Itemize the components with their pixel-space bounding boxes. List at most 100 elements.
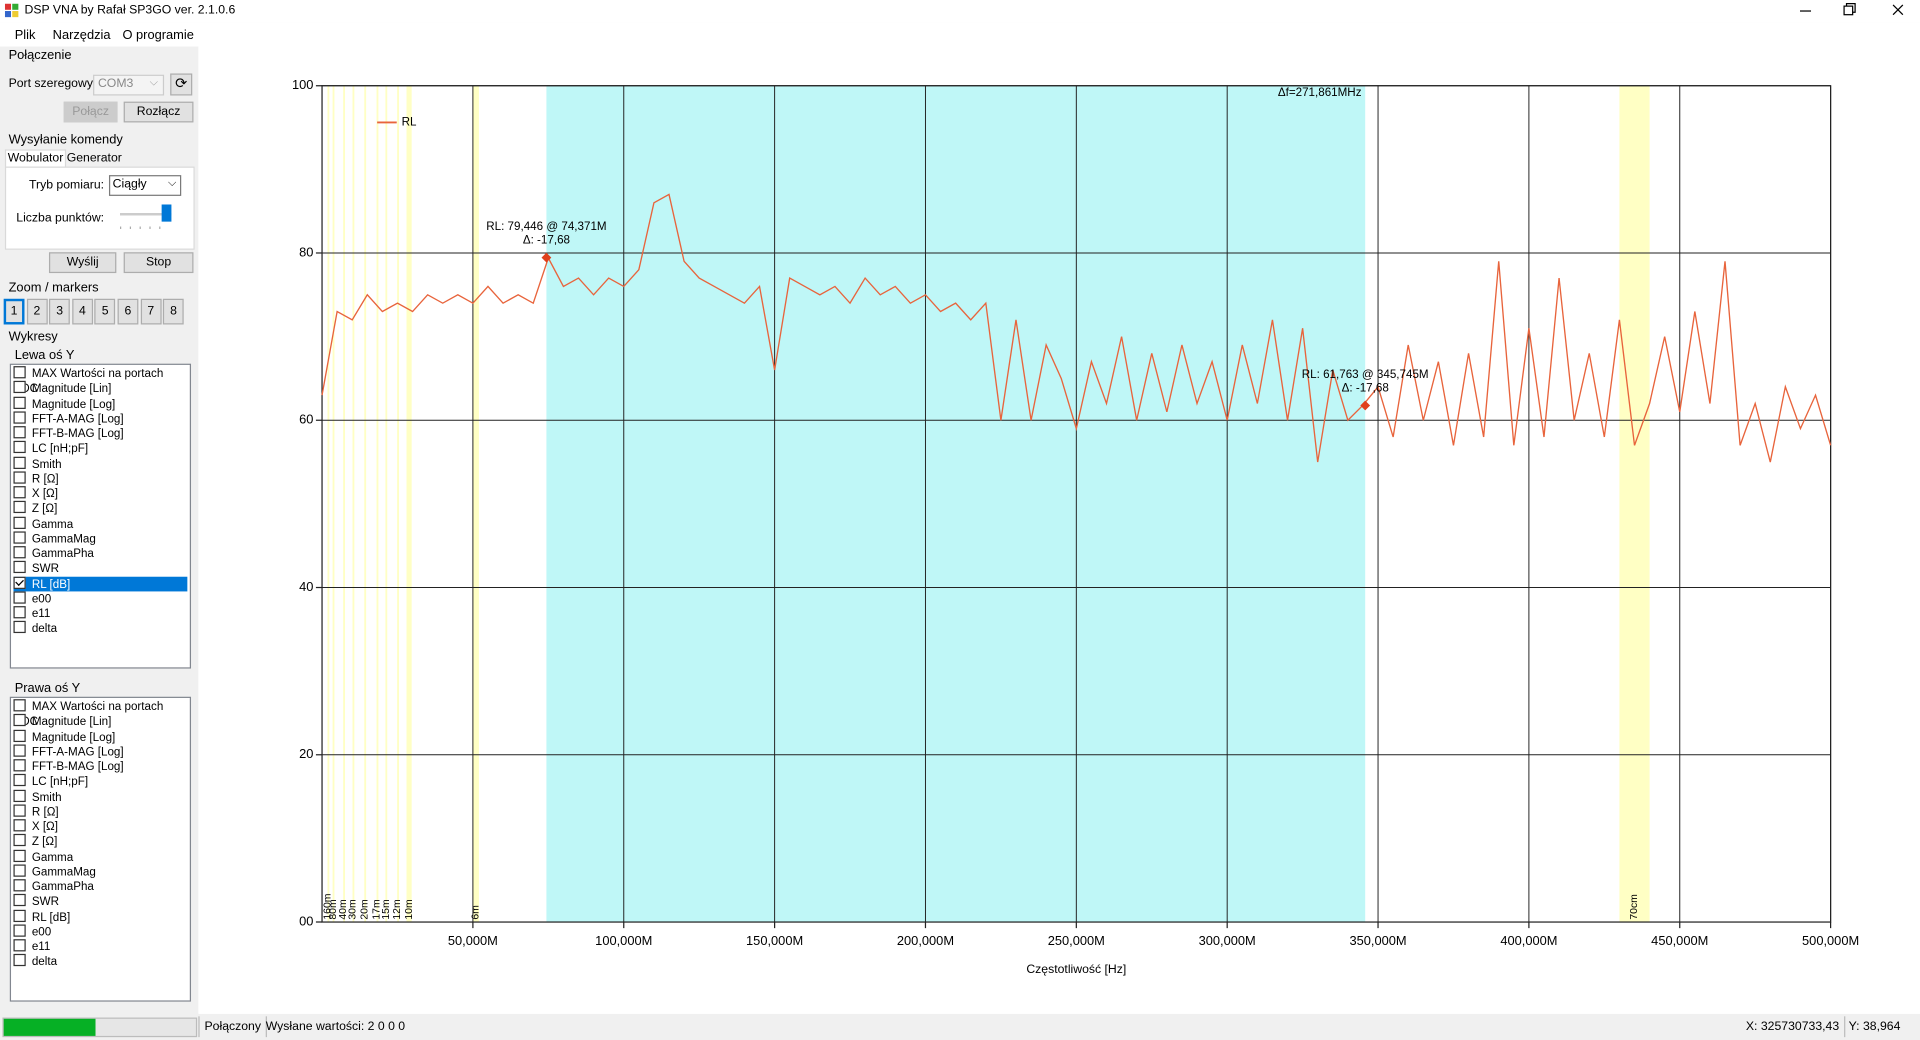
checkbox[interactable]: [13, 909, 26, 922]
list-item[interactable]: Magnitude [Log]: [13, 396, 187, 411]
checkbox[interactable]: [13, 864, 26, 877]
port-combobox[interactable]: COM3 ⌵: [93, 74, 165, 96]
list-item[interactable]: e11: [13, 606, 187, 621]
checkbox[interactable]: [13, 456, 26, 469]
checkbox[interactable]: [13, 729, 26, 742]
checkbox[interactable]: [13, 819, 26, 832]
list-item[interactable]: X [Ω]: [13, 486, 187, 501]
tab[interactable]: Generator: [66, 151, 122, 166]
checkbox[interactable]: [13, 426, 26, 439]
stop-button[interactable]: Stop: [123, 252, 194, 274]
list-item[interactable]: Z [Ω]: [13, 501, 187, 516]
checkbox[interactable]: [13, 411, 26, 424]
checkbox[interactable]: [13, 441, 26, 454]
checkbox[interactable]: [13, 759, 26, 772]
checkbox[interactable]: [13, 381, 26, 394]
list-item[interactable]: e11: [13, 939, 187, 954]
connect-button[interactable]: Połącz: [63, 101, 118, 123]
list-item[interactable]: FFT-B-MAG [Log]: [13, 759, 187, 774]
list-item[interactable]: R [Ω]: [13, 804, 187, 819]
checkbox[interactable]: [13, 879, 26, 892]
checkbox[interactable]: [13, 366, 26, 379]
checkbox[interactable]: [13, 606, 26, 619]
list-item[interactable]: LC [nH;pF]: [13, 774, 187, 789]
menu-item[interactable]: Narzędzia: [52, 28, 111, 43]
checkbox[interactable]: [13, 714, 26, 727]
list-item[interactable]: Gamma: [13, 849, 187, 864]
list-item[interactable]: Smith: [13, 789, 187, 804]
list-item[interactable]: GammaMag: [13, 864, 187, 879]
list-item[interactable]: GammaMag: [13, 531, 187, 546]
list-item[interactable]: Gamma: [13, 516, 187, 531]
send-button[interactable]: Wyślij: [48, 252, 117, 274]
disconnect-button[interactable]: Rozłącz: [123, 101, 194, 123]
checkbox[interactable]: [13, 591, 26, 604]
zoom-button[interactable]: 4: [71, 298, 93, 325]
zoom-button[interactable]: 6: [117, 298, 139, 325]
tab[interactable]: Wobulator: [4, 149, 67, 168]
checkbox[interactable]: [13, 486, 26, 499]
mode-combobox[interactable]: Ciągły ⌵: [108, 175, 182, 196]
checkbox[interactable]: [13, 954, 26, 967]
zoom-button[interactable]: 7: [140, 298, 162, 325]
checkbox[interactable]: [13, 576, 26, 589]
item-label: GammaMag: [31, 865, 96, 879]
list-item[interactable]: RL [dB]: [13, 909, 187, 924]
checkbox[interactable]: [13, 744, 26, 757]
checkbox[interactable]: [13, 516, 26, 529]
zoom-button[interactable]: 8: [163, 298, 184, 325]
list-item[interactable]: Magnitude [Lin]: [13, 714, 187, 729]
list-item[interactable]: GammaPha: [13, 546, 187, 561]
list-item[interactable]: MAX Wartości na portach ADC: [13, 366, 187, 396]
zoom-button[interactable]: 5: [94, 298, 116, 325]
window-controls[interactable]: [1776, 0, 1920, 22]
menu-item[interactable]: Plik: [14, 28, 36, 43]
checkbox[interactable]: [13, 924, 26, 937]
checkbox[interactable]: [13, 939, 26, 952]
list-item[interactable]: FFT-A-MAG [Log]: [13, 744, 187, 759]
checkbox[interactable]: [13, 531, 26, 544]
list-item[interactable]: FFT-A-MAG [Log]: [13, 411, 187, 426]
list-item[interactable]: X [Ω]: [13, 819, 187, 834]
list-item[interactable]: GammaPha: [13, 879, 187, 894]
zoom-button[interactable]: 1: [3, 298, 25, 325]
list-item[interactable]: Magnitude [Lin]: [13, 381, 187, 396]
list-item[interactable]: R [Ω]: [13, 471, 187, 486]
list-item[interactable]: Z [Ω]: [13, 834, 187, 849]
checkbox[interactable]: [13, 789, 26, 802]
checkbox[interactable]: [13, 621, 26, 634]
item-label: Gamma: [31, 517, 74, 531]
band-label: 70cm: [1629, 894, 1640, 919]
zoom-button[interactable]: 2: [26, 298, 48, 325]
checkbox[interactable]: [13, 894, 26, 907]
list-item[interactable]: Smith: [13, 456, 187, 471]
list-item[interactable]: SWR: [13, 894, 187, 909]
menu-item[interactable]: O programie: [122, 28, 194, 43]
list-item[interactable]: delta: [13, 954, 187, 969]
checkbox[interactable]: [13, 396, 26, 409]
list-item[interactable]: SWR: [13, 561, 187, 576]
list-item[interactable]: FFT-B-MAG [Log]: [13, 426, 187, 441]
group-label: Wysyłanie komendy: [8, 132, 123, 147]
checkbox[interactable]: [13, 804, 26, 817]
checkbox[interactable]: [13, 471, 26, 484]
list-item[interactable]: Magnitude [Log]: [13, 729, 187, 744]
checkbox[interactable]: [13, 699, 26, 712]
points-slider[interactable]: [115, 201, 176, 235]
list-item[interactable]: LC [nH;pF]: [13, 441, 187, 456]
list-item[interactable]: e00: [13, 591, 187, 606]
list-item[interactable]: e00: [13, 924, 187, 939]
list-item[interactable]: RL [dB]: [13, 576, 188, 591]
list-item[interactable]: MAX Wartości na portach ADC: [13, 699, 187, 729]
item-label: FFT-A-MAG [Log]: [31, 745, 124, 759]
checkbox[interactable]: [13, 834, 26, 847]
checkbox[interactable]: [13, 774, 26, 787]
checkbox[interactable]: [13, 546, 26, 559]
list-item[interactable]: delta: [13, 621, 187, 636]
zoom-button[interactable]: 3: [49, 298, 71, 325]
refresh-button[interactable]: ⟳: [170, 73, 193, 96]
checkbox[interactable]: [13, 849, 26, 862]
checkbox[interactable]: [13, 501, 26, 514]
item-label: Magnitude [Log]: [31, 397, 116, 411]
checkbox[interactable]: [13, 561, 26, 574]
